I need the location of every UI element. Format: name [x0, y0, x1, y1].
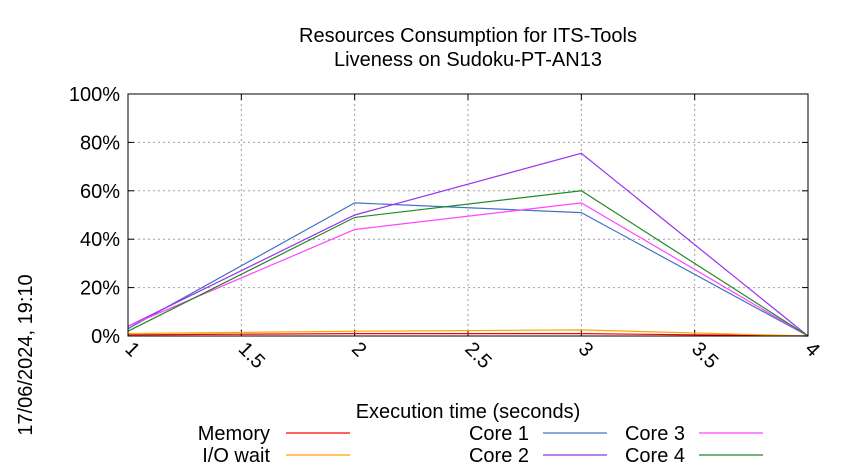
legend-label-i-o-wait: I/O wait: [202, 445, 270, 467]
legend-label-core-1: Core 1: [469, 423, 529, 445]
legend-label-core-3: Core 3: [625, 423, 685, 445]
chart-title: Resources Consumption for ITS-Tools: [299, 25, 637, 47]
y-tick-label: 0%: [91, 326, 120, 348]
x-tick-label: 1.5: [234, 338, 269, 373]
x-tick-label: 3.5: [687, 338, 722, 373]
x-tick-label: 1: [120, 338, 143, 361]
series-lines: [127, 152, 809, 337]
x-tick-label: 3: [574, 338, 597, 361]
y-tick-label: 40%: [80, 229, 120, 251]
series-line-core-1: [127, 202, 809, 337]
legend-label-core-2: Core 2: [469, 445, 529, 467]
x-tick-label: 2: [347, 338, 370, 361]
series-line-core-3: [127, 202, 809, 337]
y-tick-label: 80%: [80, 132, 120, 154]
y-axis-ticks: 0% 20% 40% 60% 80% 100%: [69, 84, 808, 348]
plot-frame: [127, 93, 809, 337]
legend-label-memory: Memory: [198, 423, 270, 445]
x-axis-ticks: 1 1.5 2 2.5 3 3.5 4: [120, 94, 824, 373]
x-tick-label: 2.5: [460, 338, 495, 373]
y-tick-label: 100%: [69, 84, 120, 106]
chart-subtitle: Liveness on Sudoku-PT-AN13: [334, 49, 602, 71]
grid: [128, 94, 808, 336]
series-line-core-2: [127, 152, 809, 337]
x-tick-label: 4: [800, 338, 823, 361]
y-tick-label: 20%: [80, 278, 120, 300]
y-tick-label: 60%: [80, 181, 120, 203]
series-line-memory: [127, 333, 809, 337]
series-line-i-o-wait: [127, 329, 809, 337]
timestamp: 17/06/2024, 19:10: [15, 274, 37, 435]
x-axis-label: Execution time (seconds): [356, 401, 581, 423]
legend-label-core-4: Core 4: [625, 445, 685, 467]
series-line-core-4: [127, 190, 809, 337]
